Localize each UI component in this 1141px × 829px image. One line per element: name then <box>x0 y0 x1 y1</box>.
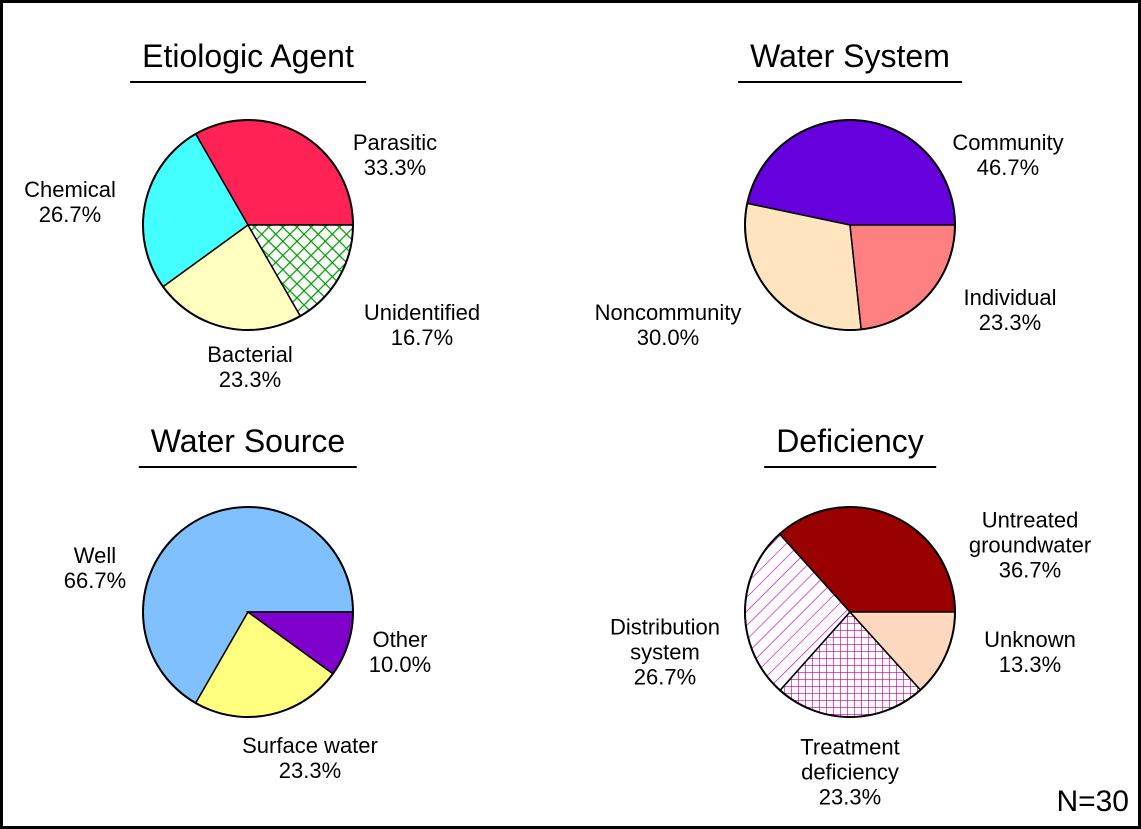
slice-label: Unidentified 16.7% <box>337 300 507 350</box>
value-label: 46.7% <box>976 155 1040 180</box>
category: Other <box>372 627 428 652</box>
category: Untreated groundwater <box>968 507 1092 558</box>
value-label: 26.7% <box>633 664 697 690</box>
slice-label: Bacterial 23.3% <box>175 342 325 392</box>
value-label: 10.0% <box>368 652 432 677</box>
chart-title: Etiologic Agent <box>130 38 366 83</box>
category: Noncommunity <box>594 300 742 325</box>
slice-label: Chemical 26.7% <box>0 177 145 227</box>
value-label: 33.3% <box>363 155 427 180</box>
value-label: 26.7% <box>38 202 102 227</box>
category: Chemical <box>24 177 116 202</box>
category: Unidentified <box>363 300 481 325</box>
value-label: 16.7% <box>390 325 454 350</box>
slice-label: Surface water 23.3% <box>210 733 410 783</box>
slice-label: Other 10.0% <box>350 627 450 677</box>
value-label: 36.7% <box>998 557 1062 583</box>
category: Distribution system <box>609 614 721 665</box>
pie-outline <box>142 506 354 718</box>
chart-title: Deficiency <box>764 423 936 468</box>
category: Community <box>952 130 1064 155</box>
category: Treatment deficiency <box>800 734 900 785</box>
slice-label: Unknown 13.3% <box>970 627 1090 677</box>
value-label: 23.3% <box>978 310 1042 335</box>
chart-title: Water System <box>738 38 962 83</box>
value-label: 23.3% <box>818 784 882 810</box>
value-label: 30.0% <box>636 325 700 350</box>
pie-outline <box>744 119 956 331</box>
value-label: 13.3% <box>998 652 1062 677</box>
value-label: 23.3% <box>218 367 282 392</box>
category: Parasitic <box>352 130 438 155</box>
slice-label: Untreated groundwater 36.7% <box>955 508 1105 583</box>
slice-label: Distribution system 26.7% <box>595 615 735 690</box>
slice-label: Individual 23.3% <box>935 285 1085 335</box>
chart-title: Water Source <box>138 423 358 468</box>
value-label: 23.3% <box>278 758 342 783</box>
slice-label: Community 46.7% <box>933 130 1083 180</box>
category: Well <box>73 543 117 568</box>
category: Surface water <box>242 733 378 758</box>
slice-label: Noncommunity 30.0% <box>583 300 753 350</box>
category: Bacterial <box>207 342 293 367</box>
pie-outline <box>744 506 956 718</box>
slice-label: Parasitic 33.3% <box>320 130 470 180</box>
category: Unknown <box>984 627 1076 652</box>
pie-outline <box>142 119 354 331</box>
annotation: N=30 <box>1056 785 1129 818</box>
value-label: 66.7% <box>63 568 127 593</box>
slice-label: Treatment deficiency 23.3% <box>780 735 920 810</box>
slice-label: Well 66.7% <box>45 543 145 593</box>
category: Individual <box>963 285 1057 310</box>
